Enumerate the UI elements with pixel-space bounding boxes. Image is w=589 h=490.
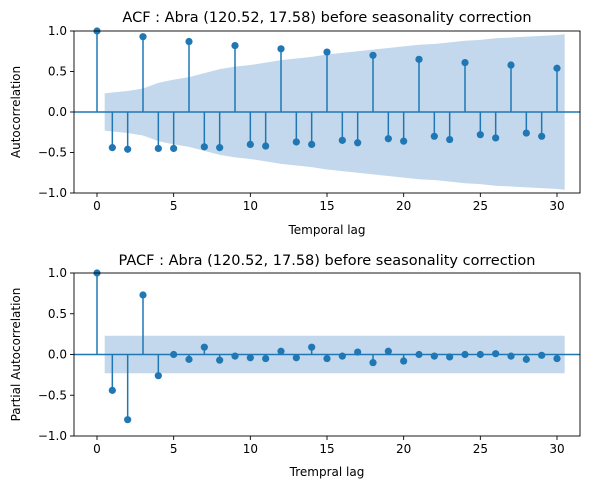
acf-point-25 <box>476 131 484 139</box>
pacf-xtick-label-25: 25 <box>473 442 488 456</box>
pacf-point-16 <box>338 352 346 360</box>
pacf-point-13 <box>292 354 300 362</box>
pacf-title: PACF : Abra (120.52, 17.58) before seaso… <box>119 253 536 269</box>
pacf-point-20 <box>400 357 408 365</box>
pacf-ylabel: Partial Autocorrelation <box>9 288 23 422</box>
acf-point-26 <box>492 134 500 142</box>
pacf-point-11 <box>262 354 270 363</box>
acf-chart: 0 5 10 15 20 25 30 −1.0 −0.5 0.0 0.5 1.0 ACF : Abra … <box>9 10 581 237</box>
acf-xtick-label-5: 5 <box>170 199 178 213</box>
acf-point-19 <box>384 135 392 143</box>
acf-point-29 <box>538 132 546 140</box>
acf-xtick-label-25: 25 <box>473 199 488 213</box>
pacf-xtick-label-5: 5 <box>170 442 178 456</box>
pacf-ytick-label--1: −1.0 <box>38 429 67 443</box>
acf-point-6 <box>185 37 193 46</box>
acf-point-11 <box>262 142 270 150</box>
pacf-xtick-label-10: 10 <box>243 442 258 456</box>
acf-point-13 <box>292 138 300 146</box>
pacf-point-25 <box>476 350 484 359</box>
acf-point-20 <box>400 137 408 145</box>
acf-ylabel: Autocorrelation <box>9 66 23 158</box>
acf-point-7 <box>200 143 208 151</box>
pacf-xtick-label-0: 0 <box>93 442 101 456</box>
pacf-xtick-label-20: 20 <box>396 442 411 456</box>
acf-xtick-label-20: 20 <box>396 199 411 213</box>
pacf-xlabel: Trempral lag <box>289 465 365 479</box>
acf-ytick-label--1: −1.0 <box>38 186 67 200</box>
acf-xtick-label-15: 15 <box>319 199 334 213</box>
pacf-point-14 <box>308 343 316 351</box>
pacf-point-19 <box>384 347 392 355</box>
pacf-point-8 <box>216 356 224 364</box>
acf-point-10 <box>246 140 254 148</box>
pacf-point-9 <box>231 352 239 360</box>
pacf-point-17 <box>354 348 362 356</box>
acf-point-1 <box>108 144 116 152</box>
acf-point-21 <box>415 55 423 63</box>
acf-point-27 <box>507 61 515 69</box>
pacf-point-24 <box>461 350 469 359</box>
acf-point-15 <box>323 48 331 56</box>
pacf-point-27 <box>507 352 515 360</box>
acf-point-28 <box>522 129 530 137</box>
acf-point-5 <box>170 144 178 153</box>
acf-point-2 <box>124 145 132 153</box>
acf-ytick-label--0.5: −0.5 <box>38 146 67 160</box>
pacf-point-2 <box>124 416 132 424</box>
pacf-point-12 <box>277 347 285 355</box>
pacf-point-3 <box>139 291 147 299</box>
pacf-xtick-label-15: 15 <box>319 442 334 456</box>
acf-point-23 <box>446 135 454 144</box>
pacf-ytick-label-1: 1.0 <box>48 266 67 280</box>
acf-ytick-label-1: 1.0 <box>48 24 67 38</box>
pacf-point-15 <box>323 354 331 363</box>
pacf-point-6 <box>185 355 193 363</box>
pacf-point-18 <box>369 359 377 367</box>
acf-point-3 <box>139 33 147 41</box>
pacf-point-5 <box>170 350 178 359</box>
acf-xlabel: Temporal lag <box>287 223 365 237</box>
acf-point-30 <box>553 64 561 72</box>
acf-point-14 <box>308 140 316 148</box>
pacf-point-28 <box>522 355 530 363</box>
acf-xtick-label-30: 30 <box>549 199 564 213</box>
pacf-point-1 <box>108 386 116 394</box>
pacf-point-30 <box>553 354 561 363</box>
pacf-point-26 <box>492 350 500 358</box>
acf-point-16 <box>338 136 346 144</box>
pacf-point-21 <box>415 350 423 359</box>
acf-point-9 <box>231 41 239 50</box>
acf-ytick-label-0: 0.0 <box>48 105 67 119</box>
acf-point-18 <box>369 51 377 59</box>
acf-title: ACF : Abra (120.52, 17.58) before season… <box>122 10 531 26</box>
acf-point-4 <box>154 144 162 153</box>
pacf-point-22 <box>430 352 438 360</box>
pacf-point-23 <box>446 353 454 361</box>
pacf-ytick-label-0: 0.0 <box>48 348 67 362</box>
pacf-ytick-label--0.5: −0.5 <box>38 388 67 402</box>
pacf-point-29 <box>538 351 546 359</box>
pacf-xtick-label-30: 30 <box>549 442 564 456</box>
pacf-point-10 <box>246 354 254 362</box>
pacf-point-7 <box>200 343 208 351</box>
acf-xtick-label-0: 0 <box>93 199 101 213</box>
acf-ytick-label-0.5: 0.5 <box>48 65 67 79</box>
acf-xtick-label-10: 10 <box>243 199 258 213</box>
pacf-ytick-label-0.5: 0.5 <box>48 307 67 321</box>
acf-point-22 <box>430 132 438 140</box>
acf-point-8 <box>216 144 224 152</box>
pacf-chart: 0 5 10 15 20 25 30 −1.0 −0.5 0.0 0.5 1.0 PACF : Abra… <box>9 253 581 479</box>
acf-point-12 <box>277 45 285 53</box>
acf-point-24 <box>461 58 469 67</box>
acf-point-17 <box>354 139 362 147</box>
pacf-point-4 <box>154 372 162 380</box>
